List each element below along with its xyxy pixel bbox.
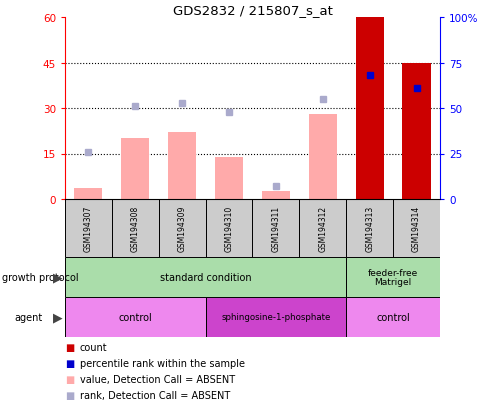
Text: value, Detection Call = ABSENT: value, Detection Call = ABSENT — [80, 374, 235, 384]
Bar — [402, 63, 430, 199]
Bar — [252, 199, 299, 257]
Text: ▶: ▶ — [53, 271, 63, 284]
Bar — [299, 199, 346, 257]
Bar — [346, 257, 439, 297]
Bar — [168, 133, 196, 199]
Bar — [205, 199, 252, 257]
Text: GSM194314: GSM194314 — [411, 205, 420, 252]
Text: GSM194312: GSM194312 — [318, 205, 327, 252]
Bar — [65, 199, 112, 257]
Text: GSM194309: GSM194309 — [177, 205, 186, 252]
Bar — [65, 297, 205, 337]
Text: rank, Detection Call = ABSENT: rank, Detection Call = ABSENT — [80, 390, 230, 400]
Bar — [214, 157, 242, 199]
Text: ■: ■ — [65, 342, 74, 352]
Text: feeder-free
Matrigel: feeder-free Matrigel — [367, 268, 417, 287]
Text: growth protocol: growth protocol — [2, 272, 79, 282]
Bar — [355, 18, 383, 199]
Bar — [74, 189, 102, 199]
Text: agent: agent — [15, 312, 43, 322]
Bar — [65, 257, 346, 297]
Text: control: control — [118, 312, 152, 322]
Text: control: control — [376, 312, 409, 322]
Bar — [393, 199, 439, 257]
Text: sphingosine-1-phosphate: sphingosine-1-phosphate — [221, 313, 330, 322]
Text: ▶: ▶ — [53, 311, 63, 324]
Bar — [112, 199, 158, 257]
Bar — [121, 139, 149, 199]
Text: GSM194311: GSM194311 — [271, 205, 280, 252]
Bar — [346, 199, 393, 257]
Title: GDS2832 / 215807_s_at: GDS2832 / 215807_s_at — [172, 4, 332, 17]
Text: GSM194313: GSM194313 — [364, 205, 374, 252]
Text: standard condition: standard condition — [160, 272, 251, 282]
Text: count: count — [80, 342, 107, 352]
Text: percentile rank within the sample: percentile rank within the sample — [80, 358, 244, 368]
Bar — [308, 115, 336, 199]
Bar — [158, 199, 205, 257]
Bar — [205, 297, 346, 337]
Text: GSM194307: GSM194307 — [84, 205, 93, 252]
Text: ■: ■ — [65, 358, 74, 368]
Text: ■: ■ — [65, 390, 74, 400]
Bar — [346, 297, 439, 337]
Text: ■: ■ — [65, 374, 74, 384]
Text: GSM194310: GSM194310 — [224, 205, 233, 252]
Text: GSM194308: GSM194308 — [131, 205, 139, 252]
Bar — [261, 192, 289, 199]
